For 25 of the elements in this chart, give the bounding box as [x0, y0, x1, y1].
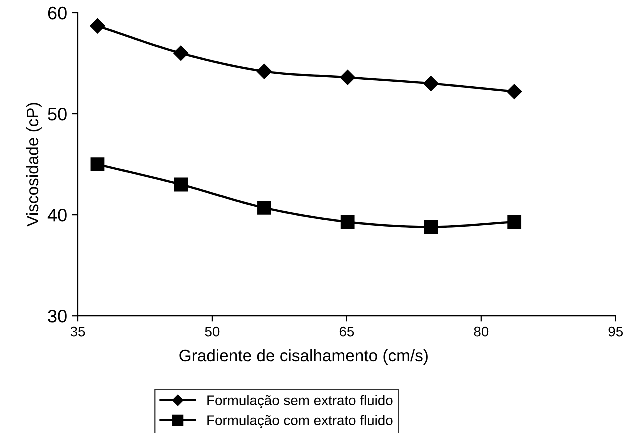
x-axis-title: Gradiente de cisalhamento (cm/s)	[180, 349, 428, 365]
point	[174, 46, 189, 61]
point	[256, 64, 272, 80]
point	[340, 215, 355, 230]
x-tick-label: 35	[70, 326, 86, 337]
y-tick-label: 40	[48, 208, 67, 222]
x-tick-label: 80	[474, 326, 489, 337]
y-tick-label: 60	[48, 6, 67, 20]
point	[174, 178, 188, 192]
point	[424, 76, 439, 92]
x-tick-label: 95	[608, 326, 624, 337]
point	[90, 18, 106, 34]
x-tick-label: 65	[340, 326, 354, 337]
x-tick-label: 50	[205, 326, 220, 337]
point	[508, 215, 522, 230]
legend-label: Formulação com extrato fluido	[208, 415, 393, 428]
y-tick-label: 30	[48, 310, 67, 323]
point	[258, 201, 272, 215]
point	[340, 70, 356, 86]
y-axis-title: Viscosidade (cP)	[26, 103, 42, 227]
point	[507, 84, 522, 100]
legend-label: Formulação sem extrato fluido	[208, 395, 393, 408]
point	[90, 158, 105, 172]
y-tick-label: 50	[48, 108, 67, 121]
point	[424, 220, 438, 234]
